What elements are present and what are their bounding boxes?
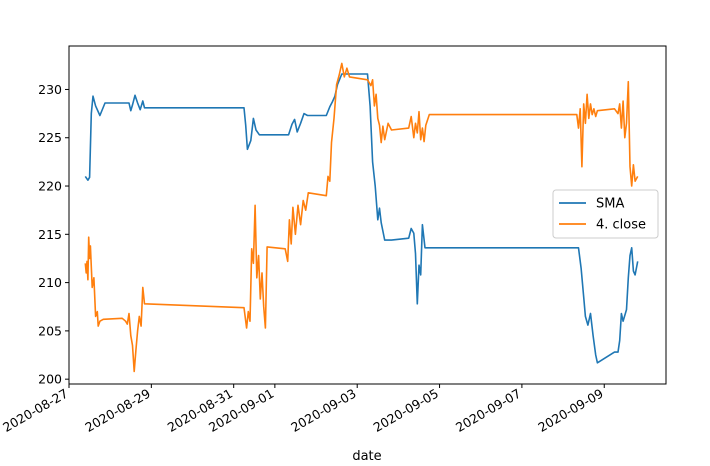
y-tick-label: 230 — [38, 82, 62, 97]
legend-label: SMA — [596, 197, 624, 212]
x-axis-title: date — [352, 449, 381, 464]
legend: SMA 4. close — [552, 189, 659, 239]
legend-label: 4. close — [596, 218, 646, 233]
legend-box — [552, 189, 659, 239]
y-tick-label: 225 — [38, 130, 62, 145]
y-tick-label: 200 — [38, 372, 62, 387]
y-axis: 200 205 210 215 220 225 230 — [38, 82, 69, 387]
plot-frame — [68, 45, 667, 385]
y-tick-label: 215 — [38, 227, 62, 242]
series-line-close — [84, 62, 639, 373]
series-line-sma — [84, 73, 639, 364]
y-tick-label: 220 — [38, 179, 62, 194]
y-tick-label: 205 — [38, 323, 62, 338]
y-tick-label: 210 — [38, 275, 62, 290]
